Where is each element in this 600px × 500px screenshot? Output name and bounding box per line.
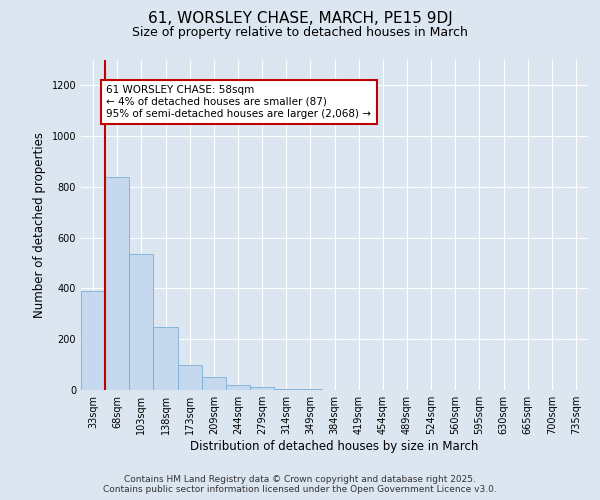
Text: 61, WORSLEY CHASE, MARCH, PE15 9DJ: 61, WORSLEY CHASE, MARCH, PE15 9DJ xyxy=(148,11,452,26)
X-axis label: Distribution of detached houses by size in March: Distribution of detached houses by size … xyxy=(190,440,479,453)
Text: 61 WORSLEY CHASE: 58sqm
← 4% of detached houses are smaller (87)
95% of semi-det: 61 WORSLEY CHASE: 58sqm ← 4% of detached… xyxy=(106,86,371,118)
Bar xyxy=(226,386,250,390)
Bar xyxy=(178,364,202,390)
Bar xyxy=(81,291,105,390)
Bar xyxy=(154,328,178,390)
Bar xyxy=(129,254,154,390)
Bar xyxy=(202,377,226,390)
Y-axis label: Number of detached properties: Number of detached properties xyxy=(33,132,46,318)
Bar xyxy=(250,388,274,390)
Bar xyxy=(274,388,298,390)
Text: Contains HM Land Registry data © Crown copyright and database right 2025.
Contai: Contains HM Land Registry data © Crown c… xyxy=(103,474,497,494)
Text: Size of property relative to detached houses in March: Size of property relative to detached ho… xyxy=(132,26,468,39)
Bar xyxy=(105,177,129,390)
